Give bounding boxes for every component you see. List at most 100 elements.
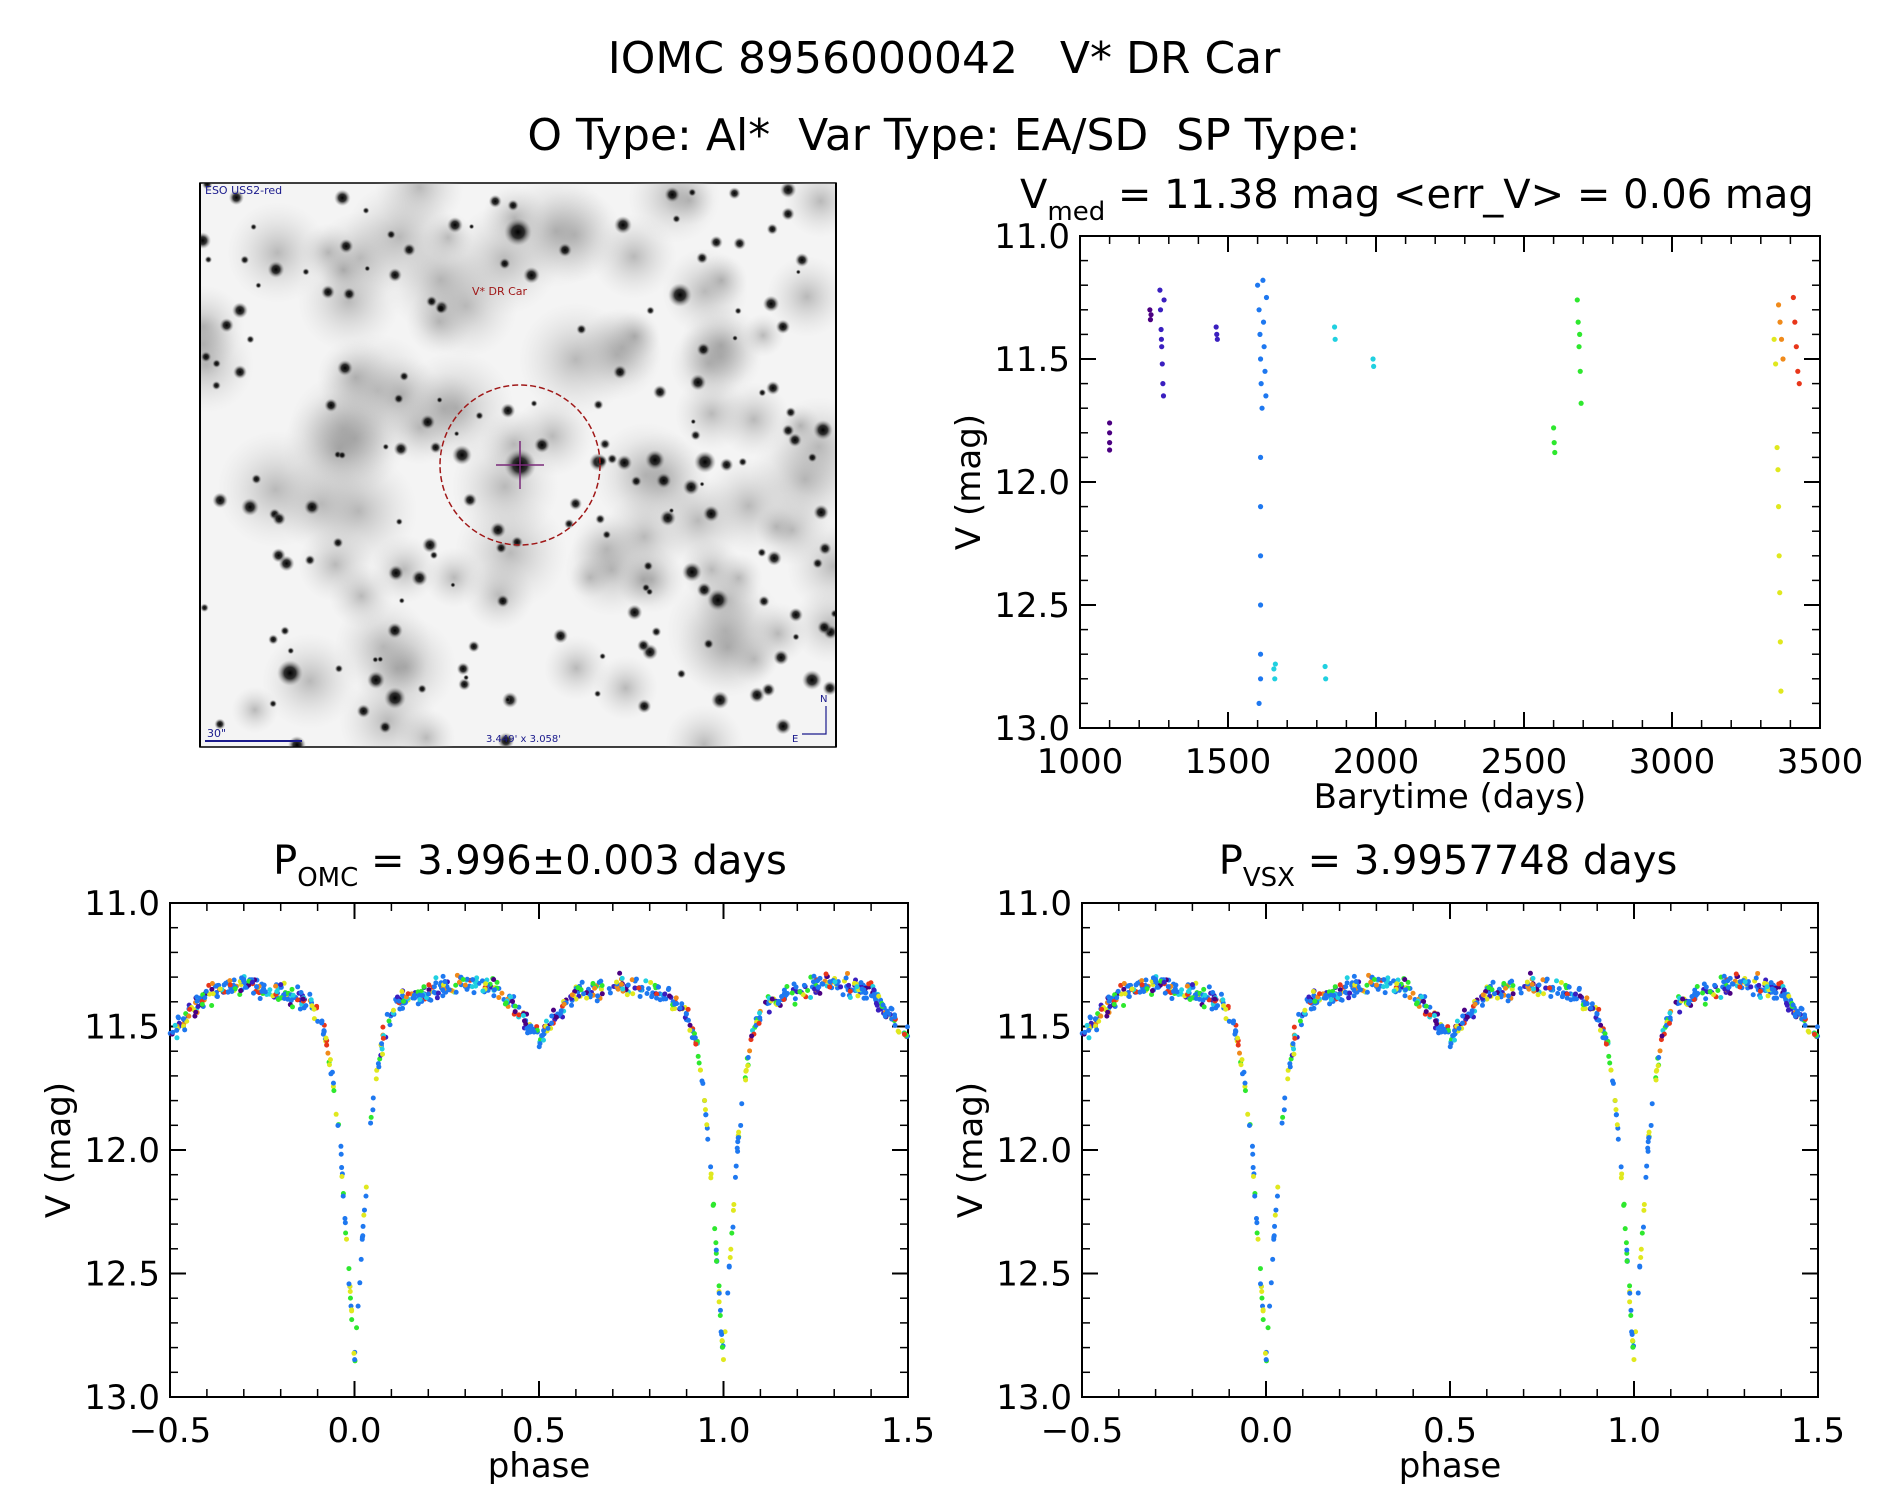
light-curve-point [1262,368,1268,374]
finder-star [388,268,402,282]
phase-vsx-point [1638,1246,1644,1252]
phase-omc-point [338,1143,344,1149]
phase-vsx-point [1725,984,1731,990]
phase-omc-point [892,1014,898,1020]
phase-omc-point [703,1112,709,1118]
finder-star [456,662,470,676]
phase-omc-point [854,984,860,990]
phase-vsx-point [1619,1171,1625,1177]
light-curve-point [1777,639,1783,645]
phase-omc-point [242,984,248,990]
phase-omc-point [333,1111,339,1117]
phase-omc-point [384,1011,390,1017]
phase-omc-point [175,1014,181,1020]
finder-star [204,255,213,264]
finder-star [626,604,643,621]
phase-vsx-point [1645,1148,1651,1154]
phase-vsx-point [1540,991,1546,997]
phase-vsx-point [1161,979,1167,985]
finder-star [435,303,446,314]
phase-vsx-point [1771,995,1777,1001]
finder-star [812,557,824,569]
phase-vsx-point [1337,991,1343,997]
phase-vsx-point [1758,994,1764,1000]
phase-vsx-point [1351,987,1357,993]
phase-omc-point [677,1005,683,1011]
phase-vsx-point [1655,1063,1661,1069]
phase-omc-point [838,984,844,990]
phase-omc-point [462,982,468,988]
light-curve-point [1577,331,1583,337]
phase-omc-point [170,1029,176,1035]
phase-vsx-point [1254,1230,1260,1236]
phase-omc-point [587,992,593,998]
phase-omc-point [692,1035,698,1041]
phase-omc-point [328,1071,334,1077]
phase-vsx-point [1750,992,1756,998]
phase-omc-point [730,1224,736,1230]
phase-vsx-point [1210,990,1216,996]
phase-omc-point [289,1004,295,1010]
phase-omc-point [434,995,440,1001]
phase-omc-point [729,1230,735,1236]
phase-omc-point [342,1220,348,1226]
phase-vsx-point [1209,1006,1215,1012]
light-curve-point [1778,336,1785,342]
phase-vsx-point [1624,1247,1630,1253]
phase-omc-point [735,1148,741,1154]
phase-omc-point [548,1020,554,1026]
phase-omc-point [330,1080,336,1086]
finder-star [490,522,506,538]
phase-omc-point [396,998,402,1004]
phase-vsx-point [1235,1035,1241,1041]
phase-omc-point [855,993,861,999]
phase-omc-point [257,996,263,1002]
light-curve-ytick-label: 11.5 [994,340,1070,380]
finder-star [813,420,833,440]
phase-omc-point [360,1223,366,1229]
phase-vsx-point [1648,1122,1654,1128]
phase-omc-point [391,1007,397,1013]
phase-vsx-point [1259,1289,1265,1295]
phase-vsx-point [1260,1317,1266,1323]
finder-star [463,493,477,507]
phase-omc-point [285,996,291,1002]
phase-vsx-point [1460,1013,1466,1019]
finder-star [655,472,672,489]
phase-vsx-point [1272,1223,1278,1229]
phase-omc-point [666,985,672,991]
phase-omc-point [309,1003,315,1009]
phase-vsx-point [1139,978,1145,984]
phase-vsx-point [1629,1329,1635,1335]
finder-scale-label: 30" [207,727,226,740]
phase-omc-point [351,1350,357,1356]
phase-vsx-point [1082,1029,1088,1035]
phase-vsx-point [1245,1111,1251,1117]
light-curve-point [1148,312,1154,318]
phase-vsx-point [1811,1031,1817,1037]
phase-vsx-point [1786,993,1792,999]
phase-omc-point [428,997,434,1003]
finder-star [738,457,748,467]
finder-star [447,217,463,233]
phase-omc-point [348,1303,354,1309]
finder-star [757,547,767,558]
phase-vsx-point [1725,978,1731,984]
finder-star [614,216,632,234]
light-curve-point [1107,447,1113,453]
phase-omc-point [453,989,459,995]
light-curve-point [1147,307,1153,313]
phase-vsx-point [1653,1077,1659,1083]
phase-vsx-point [1239,1057,1245,1063]
light-curve-point [1255,282,1261,288]
finder-star [668,283,692,307]
phase-vsx-point [1702,1001,1708,1007]
phase-omc-point [617,970,623,976]
phase-omc-point [726,1264,732,1270]
phase-omc-point [199,1001,205,1007]
phase-omc-point [716,1299,722,1305]
phase-vsx-point [1484,996,1490,1002]
phase-vsx-point [1598,1022,1604,1028]
finder-star [467,640,480,653]
phase-omc-point [792,996,798,1002]
